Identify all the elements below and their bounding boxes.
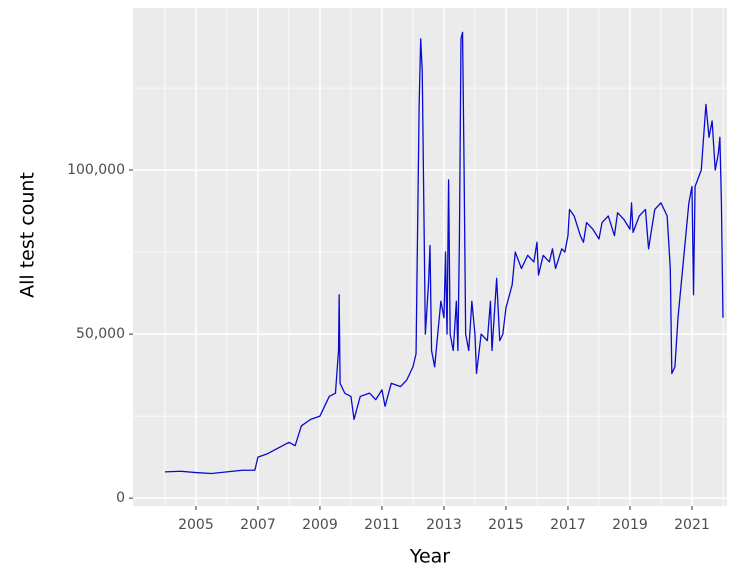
x-tick-label: 2021 [674,517,710,533]
x-tick-label: 2005 [178,517,214,533]
x-axis-title: Year [409,546,450,567]
x-tick-label: 2015 [488,517,524,533]
x-tick-label: 2007 [240,517,276,533]
y-tick-label: 100,000 [67,162,125,178]
x-tick-label: 2017 [550,517,586,533]
x-tick-label: 2009 [302,517,338,533]
x-tick-label: 2013 [426,517,462,533]
x-tick-label: 2019 [612,517,648,533]
y-tick-label: 0 [116,490,125,506]
y-tick-label: 50,000 [76,326,125,342]
line-series [164,31,724,475]
x-tick-label: 2011 [364,517,400,533]
y-axis-title: All test count [17,172,39,298]
